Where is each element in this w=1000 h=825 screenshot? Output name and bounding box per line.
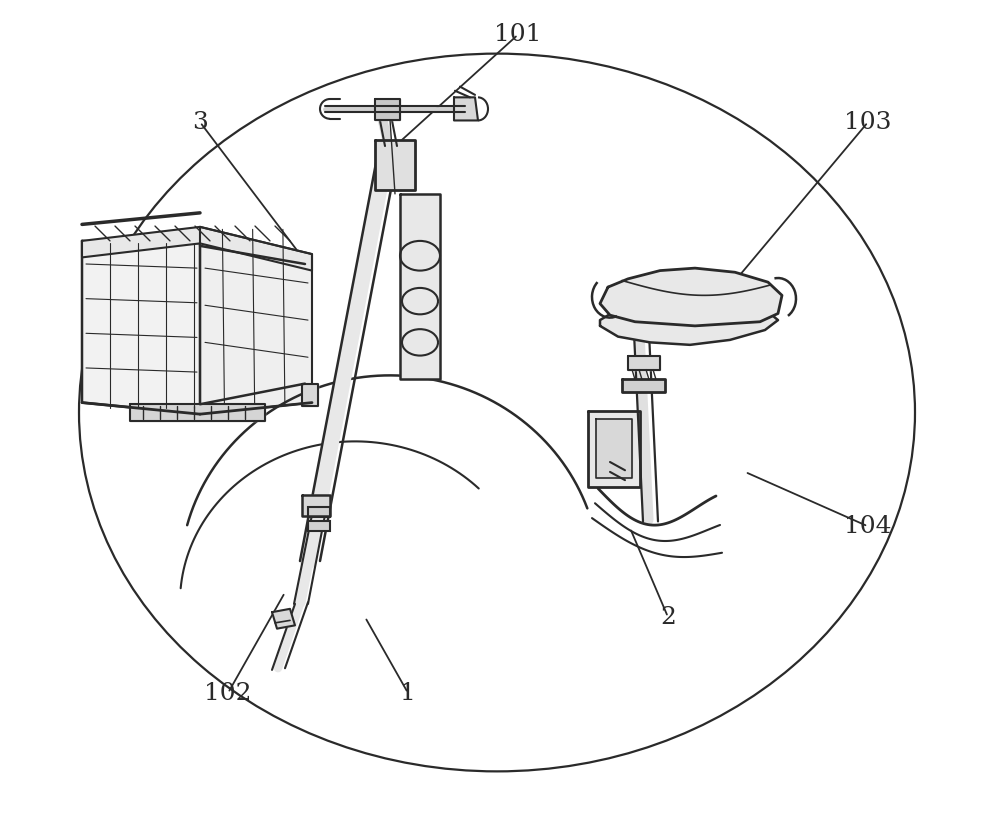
Bar — [308, 507, 330, 517]
Polygon shape — [400, 194, 440, 380]
Text: 101: 101 — [494, 23, 542, 46]
Polygon shape — [375, 140, 415, 190]
Bar — [308, 521, 330, 531]
Text: 3: 3 — [192, 111, 208, 134]
Polygon shape — [600, 301, 778, 345]
Text: 102: 102 — [204, 681, 252, 705]
Polygon shape — [82, 227, 312, 271]
Polygon shape — [600, 268, 782, 326]
Text: 2: 2 — [660, 606, 676, 629]
Polygon shape — [622, 380, 665, 392]
Polygon shape — [272, 609, 295, 629]
Polygon shape — [82, 241, 200, 414]
Text: 1: 1 — [400, 681, 416, 705]
Polygon shape — [454, 97, 478, 120]
Text: 103: 103 — [844, 111, 892, 134]
Polygon shape — [596, 419, 632, 478]
Text: 104: 104 — [844, 515, 892, 538]
Polygon shape — [130, 404, 265, 421]
Polygon shape — [628, 356, 660, 370]
Polygon shape — [375, 99, 400, 120]
Polygon shape — [588, 411, 640, 487]
Polygon shape — [200, 227, 312, 414]
Polygon shape — [302, 384, 318, 406]
Polygon shape — [302, 495, 330, 516]
